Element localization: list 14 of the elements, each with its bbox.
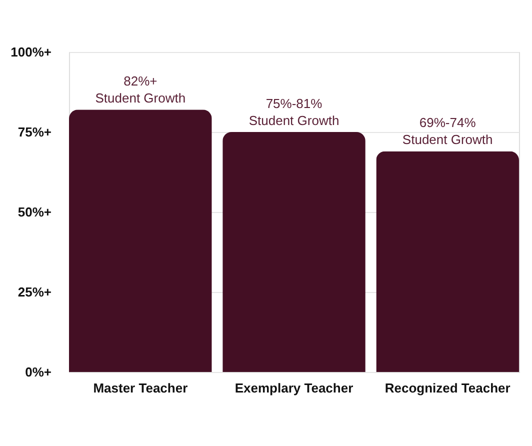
bar (376, 151, 519, 372)
x-tick-label: Recognized Teacher (384, 380, 510, 396)
bar (222, 132, 366, 372)
x-tick-label: Exemplary Teacher (234, 380, 354, 396)
data-label: 75%-81% Student Growth (248, 96, 340, 128)
y-tick-label: 100%+ (10, 44, 52, 60)
data-label: 69%-74% Student Growth (402, 115, 493, 148)
data-label: 82%+ Student Growth (95, 74, 186, 106)
y-tick-label: 0%+ (25, 364, 52, 380)
bar (69, 110, 212, 372)
y-tick-label: 75%+ (18, 124, 52, 140)
y-tick-label: 25%+ (18, 284, 52, 300)
x-tick-label: Master Teacher (93, 380, 188, 396)
y-tick-label: 50%+ (18, 204, 52, 220)
